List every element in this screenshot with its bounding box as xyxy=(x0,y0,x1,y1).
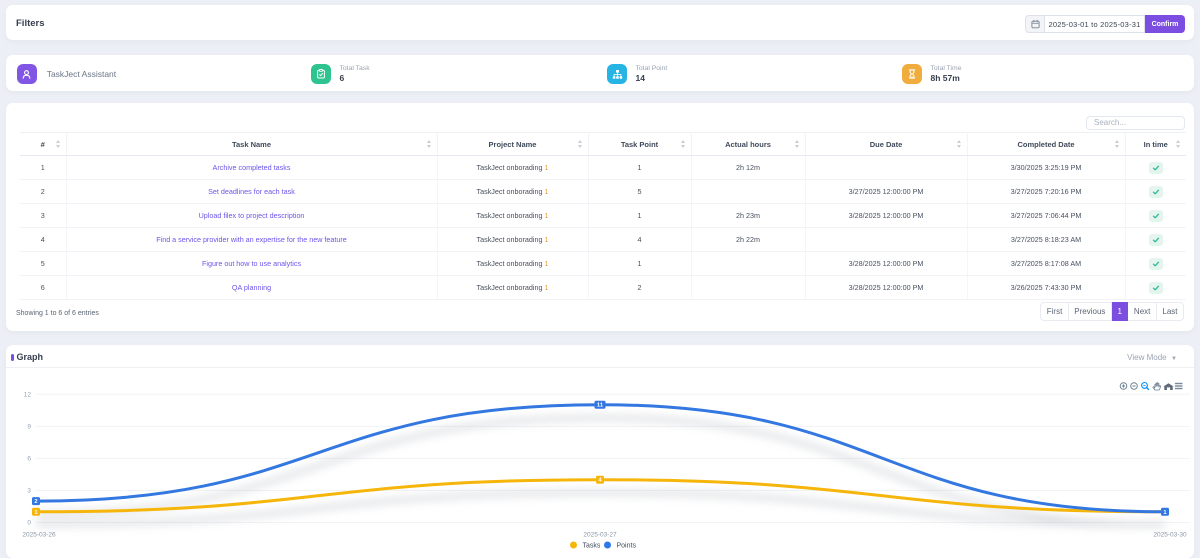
svg-text:2025-03-26: 2025-03-26 xyxy=(22,532,56,539)
svg-text:3: 3 xyxy=(27,488,31,495)
svg-text:2: 2 xyxy=(34,499,37,505)
svg-text:1: 1 xyxy=(1163,510,1167,516)
svg-text:1: 1 xyxy=(34,510,38,516)
svg-text:4: 4 xyxy=(598,478,602,484)
svg-text:11: 11 xyxy=(597,403,604,409)
svg-text:9: 9 xyxy=(27,424,31,431)
svg-text:2025-03-30: 2025-03-30 xyxy=(1153,532,1187,539)
svg-text:6: 6 xyxy=(27,456,31,463)
svg-text:2025-03-27: 2025-03-27 xyxy=(583,532,617,539)
svg-text:12: 12 xyxy=(24,392,32,399)
svg-text:Tasks: Tasks xyxy=(583,543,601,550)
svg-text:Points: Points xyxy=(617,543,637,550)
svg-text:0: 0 xyxy=(27,520,31,527)
